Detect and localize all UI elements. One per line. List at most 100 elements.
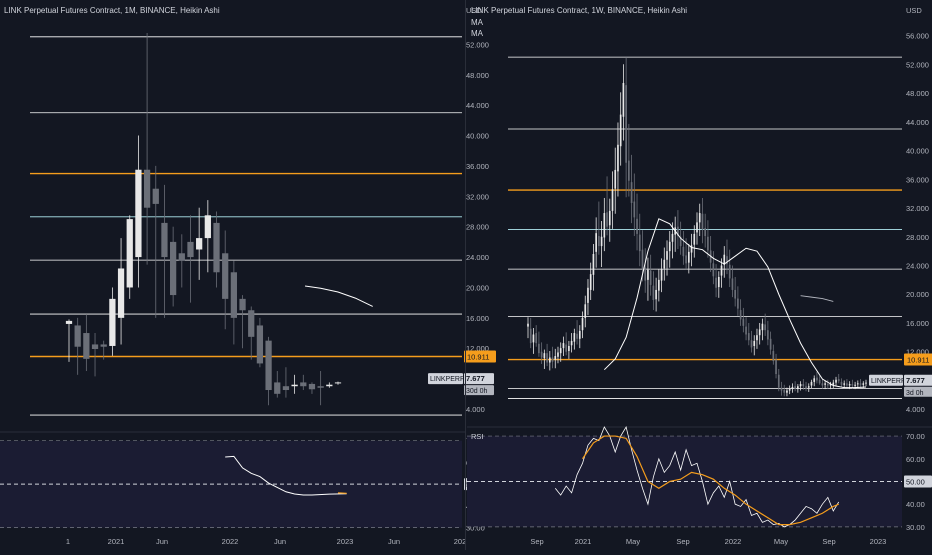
candle-body[interactable] <box>590 274 592 290</box>
candle-body[interactable] <box>732 278 734 289</box>
candle-body[interactable] <box>636 219 638 234</box>
candle-body[interactable] <box>161 223 167 257</box>
candle-body[interactable] <box>609 211 611 225</box>
candle-body[interactable] <box>762 324 764 330</box>
candle-body[interactable] <box>770 339 772 350</box>
candle-body[interactable] <box>213 223 219 272</box>
candle-body[interactable] <box>742 319 744 326</box>
candle-body[interactable] <box>827 384 829 385</box>
candle-body[interactable] <box>554 356 556 360</box>
candle-body[interactable] <box>222 253 228 299</box>
candle-body[interactable] <box>843 383 845 384</box>
candle-body[interactable] <box>205 215 211 238</box>
candle-body[interactable] <box>661 269 663 280</box>
candle-body[interactable] <box>857 383 859 384</box>
candle-body[interactable] <box>808 386 810 387</box>
candle-body[interactable] <box>759 329 761 335</box>
candle-body[interactable] <box>118 268 124 317</box>
candle-body[interactable] <box>612 189 614 211</box>
candle-body[interactable] <box>274 382 280 393</box>
candle-body[interactable] <box>835 380 837 383</box>
candle-body[interactable] <box>135 170 141 257</box>
candle-body[interactable] <box>75 325 81 346</box>
candle-body[interactable] <box>865 383 867 384</box>
candle-body[interactable] <box>326 385 332 387</box>
candle-body[interactable] <box>633 202 635 218</box>
candle-body[interactable] <box>751 340 753 347</box>
candle-body[interactable] <box>666 251 668 260</box>
candle-body[interactable] <box>535 333 537 343</box>
candle-body[interactable] <box>753 341 755 346</box>
candle-body[interactable] <box>283 386 289 390</box>
candle-body[interactable] <box>647 270 649 280</box>
candle-body[interactable] <box>335 382 341 383</box>
candle-body[interactable] <box>811 382 813 386</box>
candle-body[interactable] <box>560 348 562 353</box>
candle-body[interactable] <box>101 344 107 346</box>
candle-body[interactable] <box>614 170 616 189</box>
candle-body[interactable] <box>860 383 862 384</box>
candle-body[interactable] <box>650 271 652 285</box>
candle-body[interactable] <box>179 253 185 261</box>
candle-body[interactable] <box>631 182 633 203</box>
candle-body[interactable] <box>595 233 597 252</box>
candle-body[interactable] <box>852 384 854 385</box>
candle-body[interactable] <box>549 357 551 362</box>
candle-body[interactable] <box>802 384 804 386</box>
candle-body[interactable] <box>584 304 586 318</box>
candle-body[interactable] <box>819 380 821 384</box>
candle-body[interactable] <box>789 389 791 390</box>
candle-body[interactable] <box>552 357 554 361</box>
candle-body[interactable] <box>576 334 578 339</box>
candle-body[interactable] <box>745 327 747 335</box>
candle-body[interactable] <box>805 386 807 388</box>
candle-body[interactable] <box>625 85 627 163</box>
candle-body[interactable] <box>623 83 625 117</box>
candle-body[interactable] <box>628 161 630 181</box>
candle-body[interactable] <box>231 272 237 318</box>
candle-body[interactable] <box>655 290 657 299</box>
candle-body[interactable] <box>729 265 731 279</box>
candle-body[interactable] <box>702 214 704 230</box>
candle-body[interactable] <box>239 299 245 310</box>
candle-body[interactable] <box>66 321 72 324</box>
candle-body[interactable] <box>718 277 720 287</box>
candle-body[interactable] <box>587 288 589 303</box>
candle-body[interactable] <box>778 375 780 388</box>
candle-body[interactable] <box>530 329 532 343</box>
candle-body[interactable] <box>527 324 529 327</box>
candle-body[interactable] <box>734 290 736 299</box>
candle-body[interactable] <box>663 260 665 269</box>
candle-body[interactable] <box>672 234 674 242</box>
candle-body[interactable] <box>794 386 796 388</box>
candle-body[interactable] <box>653 286 655 300</box>
candle-body[interactable] <box>571 341 573 345</box>
candle-body[interactable] <box>783 390 785 393</box>
candle-body[interactable] <box>767 330 769 339</box>
candle-body[interactable] <box>816 378 818 381</box>
candle-body[interactable] <box>541 352 543 358</box>
candle-body[interactable] <box>248 310 254 337</box>
candle-body[interactable] <box>83 333 89 359</box>
candle-body[interactable] <box>841 382 843 385</box>
candle-body[interactable] <box>683 247 685 256</box>
candle-body[interactable] <box>813 378 815 382</box>
candle-body[interactable] <box>704 228 706 236</box>
candle-body[interactable] <box>849 384 851 385</box>
candle-body[interactable] <box>639 235 641 252</box>
candle-body[interactable] <box>309 384 315 389</box>
candle-body[interactable] <box>822 383 824 385</box>
candle-body[interactable] <box>693 234 695 245</box>
candle-body[interactable] <box>601 237 603 246</box>
candle-body[interactable] <box>153 189 159 204</box>
candle-body[interactable] <box>620 115 622 147</box>
candle-body[interactable] <box>109 299 115 346</box>
candle-body[interactable] <box>593 254 595 275</box>
candle-body[interactable] <box>786 391 788 393</box>
candle-body[interactable] <box>756 335 758 340</box>
candle-body[interactable] <box>642 250 644 269</box>
candle-body[interactable] <box>824 383 826 384</box>
candle-body[interactable] <box>579 331 581 339</box>
candle-body[interactable] <box>721 266 723 276</box>
candle-body[interactable] <box>291 385 297 387</box>
